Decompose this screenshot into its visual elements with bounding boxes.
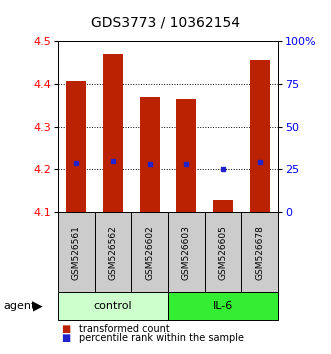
Text: ■: ■ [61,324,71,334]
Text: IL-6: IL-6 [213,301,233,311]
Bar [213,200,233,212]
Bar [241,212,278,292]
Bar [103,53,123,212]
Bar [66,81,86,212]
Text: GSM526562: GSM526562 [109,225,118,280]
Text: GSM526602: GSM526602 [145,225,154,280]
Bar [250,60,270,212]
Bar [131,212,168,292]
Text: control: control [94,301,132,311]
Bar [58,292,168,320]
Text: GSM526678: GSM526678 [255,225,264,280]
Bar [176,99,196,212]
Bar [58,212,95,292]
Text: GSM526603: GSM526603 [182,225,191,280]
Text: agent: agent [3,301,36,311]
Text: percentile rank within the sample: percentile rank within the sample [79,333,244,343]
Text: GDS3773 / 10362154: GDS3773 / 10362154 [91,16,240,30]
Text: GSM526605: GSM526605 [218,225,227,280]
Bar [95,212,131,292]
Text: GSM526561: GSM526561 [72,225,81,280]
Bar [140,97,160,212]
Text: ■: ■ [61,333,71,343]
Text: transformed count: transformed count [79,324,170,334]
Text: ▶: ▶ [33,300,43,313]
Bar [205,212,241,292]
Bar [168,292,278,320]
Bar [168,212,205,292]
